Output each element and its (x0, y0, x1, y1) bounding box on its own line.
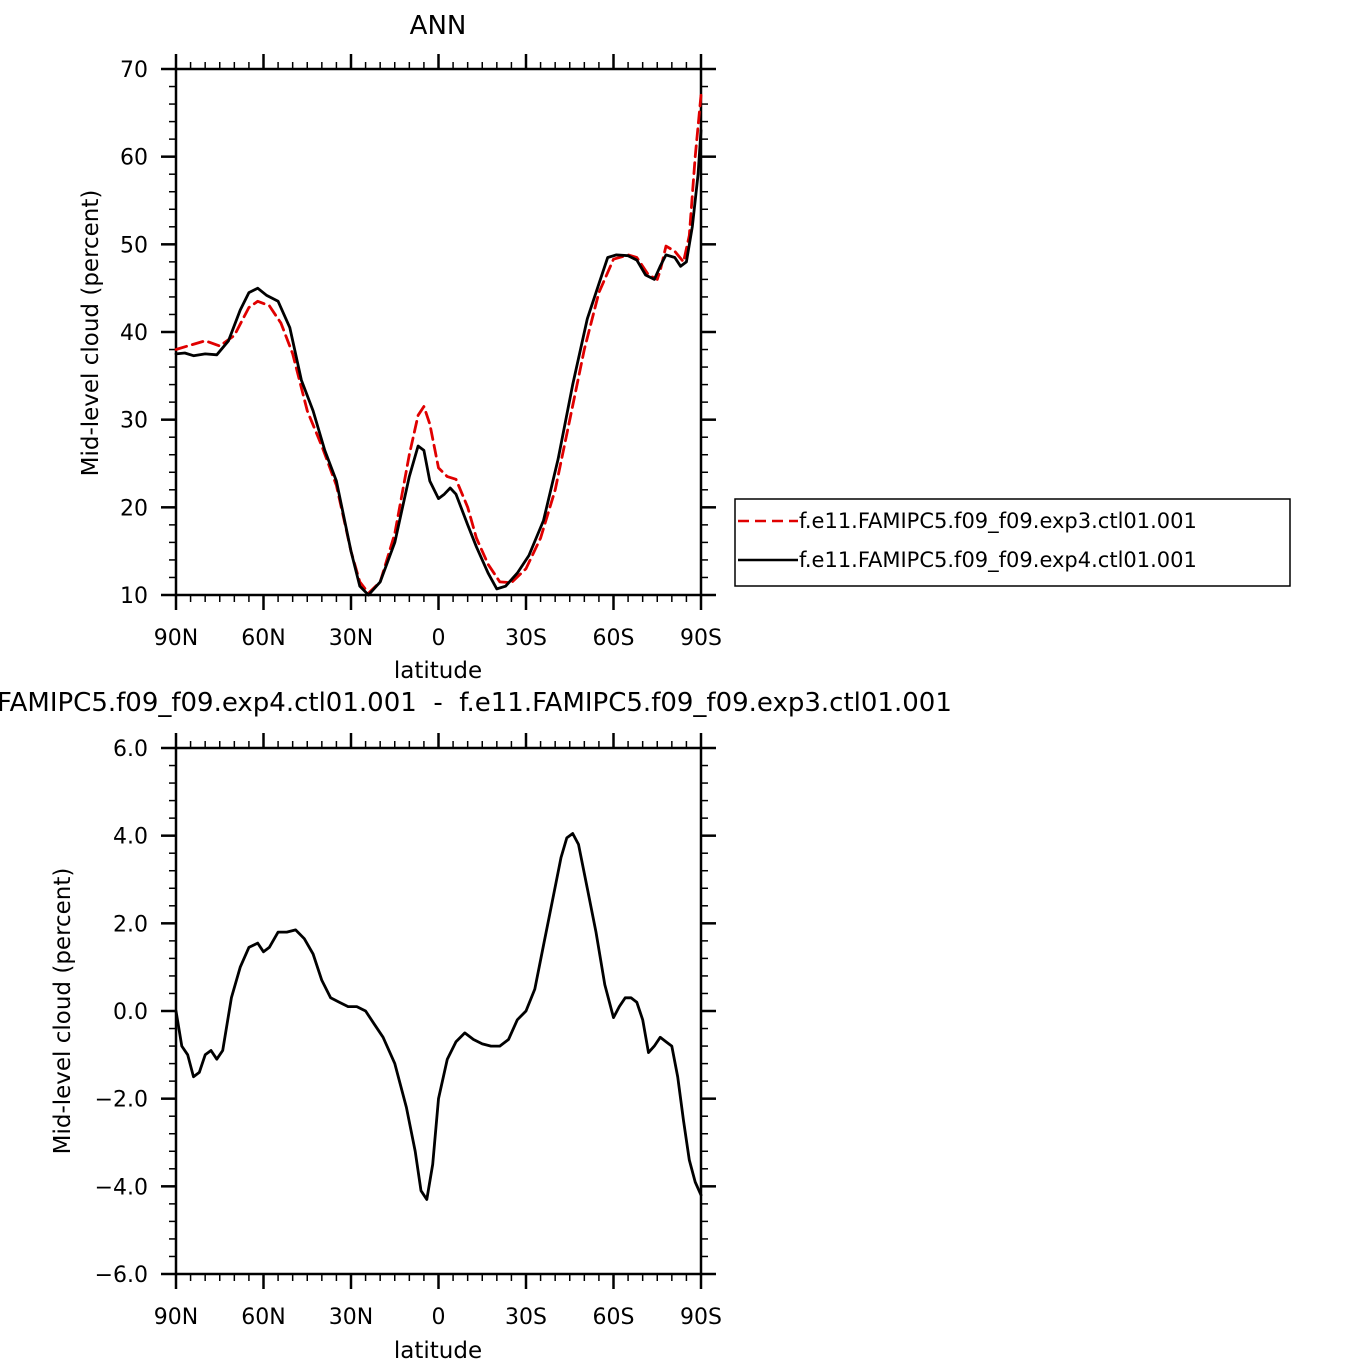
top-y-tick-label: 30 (120, 409, 148, 434)
top-series-line-1 (174, 128, 703, 597)
top-x-tick-label: 30S (505, 626, 547, 651)
top-x-tick-label: 60N (241, 626, 285, 651)
bottom-y-tick-label: 4.0 (113, 825, 148, 850)
bottom-x-tick-label: 90S (680, 1305, 722, 1330)
top-x-tick-label: 90S (680, 626, 722, 651)
bottom-y-axis-label: Mid-level cloud (percent) (50, 868, 76, 1155)
top-plot-area: 90N 60N 30N 0 30S 60S 90S 10 20 30 40 50 60 70 (120, 54, 722, 651)
top-panel: ANN 90N 60N 30N 0 30S 60S 90S 10 20 30 40 50 60 70 la… (78, 11, 1291, 684)
top-plot-frame (174, 67, 703, 597)
legend-label-exp4: f.e11.FAMIPC5.f09_f09.exp4.ctl01.001 (799, 548, 1197, 573)
bottom-y-tick-label: −2.0 (95, 1088, 148, 1113)
bottom-x-tick-label: 0 (432, 1305, 446, 1330)
bottom-y-tick-label: −6.0 (95, 1263, 148, 1288)
bottom-plot-area: 90N 60N 30N 0 30S 60S 90S −6.0 −4.0 −2.0 0.0 2.0 4.0… (95, 733, 722, 1330)
bottom-y-tick-label: −4.0 (95, 1175, 148, 1200)
top-y-axis-label: Mid-level cloud (percent) (78, 190, 104, 477)
bottom-chart-title: f.e11.FAMIPC5.f09_f09.exp4.ctl01.001 - f… (0, 688, 952, 718)
top-series-line-0 (174, 93, 703, 595)
top-x-axis-label: latitude (394, 658, 482, 684)
bottom-x-tick-label: 60S (593, 1305, 635, 1330)
bottom-y-tick-label: 6.0 (113, 737, 148, 762)
bottom-x-tick-label: 90N (154, 1305, 198, 1330)
top-chart-title: ANN (410, 11, 467, 41)
legend: f.e11.FAMIPC5.f09_f09.exp3.ctl01.001 f.e… (734, 498, 1291, 587)
bottom-x-tick-label: 30S (505, 1305, 547, 1330)
top-y-tick-label: 60 (120, 146, 148, 171)
top-y-tick-label: 70 (120, 58, 148, 83)
bottom-series-line-0 (174, 832, 703, 1201)
bottom-plot-frame (174, 746, 703, 1276)
top-y-tick-label: 10 (120, 584, 148, 609)
legend-label-exp3: f.e11.FAMIPC5.f09_f09.exp3.ctl01.001 (799, 509, 1197, 534)
top-x-tick-label: 60S (593, 626, 635, 651)
legend-box (734, 498, 1291, 587)
bottom-panel: f.e11.FAMIPC5.f09_f09.exp4.ctl01.001 - f… (0, 688, 952, 1364)
bottom-y-tick-label: 2.0 (113, 912, 148, 937)
bottom-y-tick-label: 0.0 (113, 1000, 148, 1025)
bottom-x-tick-label: 30N (329, 1305, 373, 1330)
bottom-x-axis-label: latitude (394, 1338, 482, 1364)
top-x-tick-label: 90N (154, 626, 198, 651)
top-x-tick-label: 30N (329, 626, 373, 651)
bottom-x-tick-label: 60N (241, 1305, 285, 1330)
top-y-tick-label: 50 (120, 233, 148, 258)
top-y-tick-label: 40 (120, 321, 148, 346)
top-y-tick-label: 20 (120, 496, 148, 521)
top-x-tick-label: 0 (432, 626, 446, 651)
